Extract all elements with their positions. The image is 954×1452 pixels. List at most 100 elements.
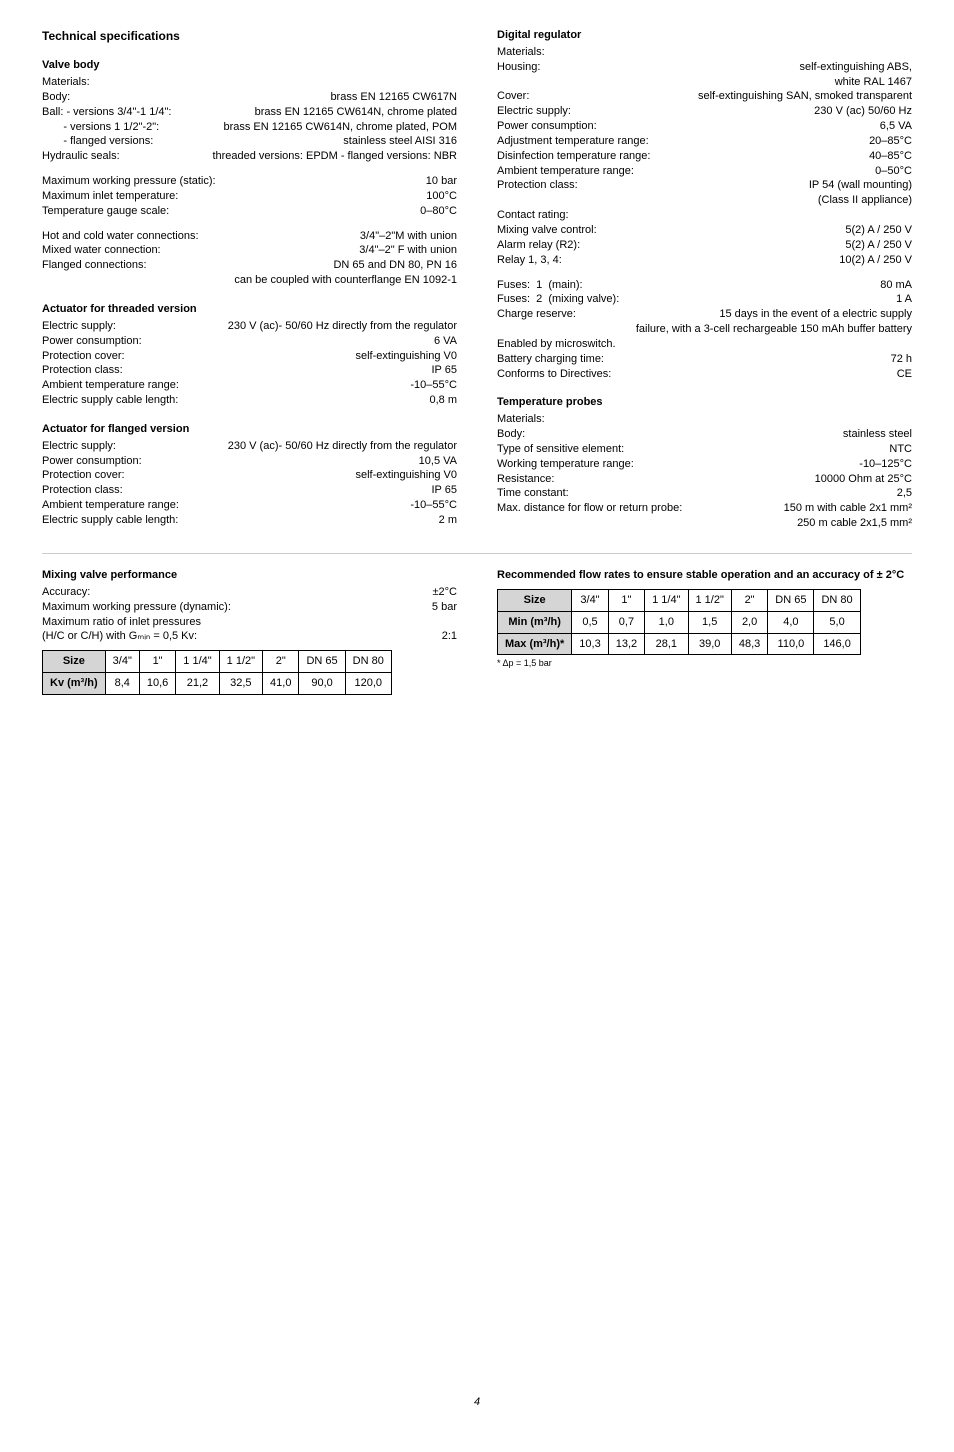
materials-label: Materials:: [42, 75, 457, 90]
row-af-es: Electric supply: 230 V (ac)- 50/60 Hz di…: [42, 439, 457, 454]
v: 10(2) A / 250 V: [839, 253, 912, 268]
v: 2,5: [897, 486, 912, 501]
v: 230 V (ac) 50/60 Hz: [814, 104, 912, 119]
table-header: Size: [498, 589, 572, 611]
k: Type of sensitive element:: [497, 442, 624, 457]
v: 0–80°C: [420, 204, 457, 219]
k: - flanged versions:: [42, 134, 153, 149]
table-cell: 1,0: [645, 611, 688, 633]
table-row: Size 3/4" 1" 1 1/4" 1 1/2" 2" DN 65 DN 8…: [43, 651, 392, 673]
table-cell: 1 1/4": [176, 651, 219, 673]
k: Hot and cold water connections:: [42, 229, 199, 244]
v: IP 65: [432, 483, 458, 498]
bottom-two-columns: Mixing valve performance Accuracy: ±2°C …: [42, 553, 912, 695]
table-cell: 0,5: [572, 611, 608, 633]
materials-label: Materials:: [497, 45, 912, 60]
table-row: Max (m³/h)* 10,3 13,2 28,1 39,0 48,3 110…: [498, 633, 861, 655]
k: Max. distance for flow or return probe:: [497, 501, 682, 516]
table-cell: 90,0: [299, 673, 345, 695]
k: Fuses: 2 (mixing valve):: [497, 292, 619, 307]
k: Protection class:: [42, 483, 123, 498]
v: 5(2) A / 250 V: [845, 238, 912, 253]
k: Relay 1, 3, 4:: [497, 253, 562, 268]
k: Accuracy:: [42, 585, 90, 600]
table-cell: 2": [731, 589, 767, 611]
row-af-atr: Ambient temperature range: -10–55°C: [42, 498, 457, 513]
k: Adjustment temperature range:: [497, 134, 649, 149]
k: Resistance:: [497, 472, 554, 487]
page-number: 4: [42, 1395, 912, 1410]
row-af-pcl: Protection class: IP 65: [42, 483, 457, 498]
right-column-bottom: Recommended flow rates to ensure stable …: [497, 568, 912, 695]
row-ar: Alarm relay (R2): 5(2) A / 250 V: [497, 238, 912, 253]
row-mwc: Mixed water connection: 3/4"–2" F with u…: [42, 243, 457, 258]
table-cell: DN 65: [299, 651, 345, 673]
v: 10000 Ohm at 25°C: [815, 472, 912, 487]
v: 10,5 VA: [419, 454, 457, 469]
k: Flanged connections:: [42, 258, 147, 273]
row-d-dtr: Disinfection temperature range: 40–85°C: [497, 149, 912, 164]
top-two-columns: Technical specifications Valve body Mate…: [42, 28, 912, 531]
table-cell: 1 1/2": [219, 651, 262, 673]
kv-table: Size 3/4" 1" 1 1/4" 1 1/2" 2" DN 65 DN 8…: [42, 650, 392, 695]
table-cell: 10,3: [572, 633, 608, 655]
row-p-res: Resistance: 10000 Ohm at 25°C: [497, 472, 912, 487]
table-cell: 5,0: [814, 611, 860, 633]
table-cell: 8,4: [105, 673, 139, 695]
k: Maximum inlet temperature:: [42, 189, 178, 204]
v: 5 bar: [432, 600, 457, 615]
v: brass EN 12165 CW617N: [330, 90, 457, 105]
row-at-atr: Ambient temperature range: -10–55°C: [42, 378, 457, 393]
act-threaded-heading: Actuator for threaded version: [42, 302, 457, 317]
row-hcwc: Hot and cold water connections: 3/4"–2"M…: [42, 229, 457, 244]
technical-specs-heading: Technical specifications: [42, 28, 457, 44]
k: Maximum working pressure (dynamic):: [42, 600, 231, 615]
row-flanged: - flanged versions: stainless steel AISI…: [42, 134, 457, 149]
row-d-amtr: Ambient temperature range: 0–50°C: [497, 164, 912, 179]
row-housing2: white RAL 1467: [497, 75, 912, 90]
table-row: Min (m³/h) 0,5 0,7 1,0 1,5 2,0 4,0 5,0: [498, 611, 861, 633]
row-at-escl: Electric supply cable length: 0,8 m: [42, 393, 457, 408]
v: 10 bar: [426, 174, 457, 189]
row-at-pc: Power consumption: 6 VA: [42, 334, 457, 349]
flow-footnote: * Δp = 1,5 bar: [497, 657, 912, 669]
v: self-extinguishing SAN, smoked transpare…: [698, 89, 912, 104]
row-m-mr2: (H/C or C/H) with Gₘᵢₙ = 0,5 Kv: 2:1: [42, 629, 457, 644]
row-fc: Flanged connections: DN 65 and DN 80, PN…: [42, 258, 457, 273]
table-cell: 2,0: [731, 611, 767, 633]
row-p-md2: 250 m cable 2x1,5 mm²: [497, 516, 912, 531]
k: Working temperature range:: [497, 457, 634, 472]
v: IP 54 (wall mounting): [809, 178, 912, 193]
table-cell: 32,5: [219, 673, 262, 695]
table-row-label: Min (m³/h): [498, 611, 572, 633]
table-cell: 0,7: [608, 611, 644, 633]
row-at-es: Electric supply: 230 V (ac)- 50/60 Hz di…: [42, 319, 457, 334]
table-cell: 120,0: [345, 673, 391, 695]
row-r134: Relay 1, 3, 4: 10(2) A / 250 V: [497, 253, 912, 268]
v: 230 V (ac)- 50/60 Hz directly from the r…: [228, 319, 457, 334]
k: (H/C or C/H) with Gₘᵢₙ = 0,5 Kv:: [42, 629, 197, 644]
row-p-body: Body: stainless steel: [497, 427, 912, 442]
v: 2 m: [439, 513, 457, 528]
k: Ambient temperature range:: [497, 164, 634, 179]
row-d-pc: Power consumption: 6,5 VA: [497, 119, 912, 134]
row-d-es: Electric supply: 230 V (ac) 50/60 Hz: [497, 104, 912, 119]
enabled-microswitch: Enabled by microswitch.: [497, 337, 912, 352]
row-mit: Maximum inlet temperature: 100°C: [42, 189, 457, 204]
k: Protection cover:: [42, 468, 125, 483]
v: 0–50°C: [875, 164, 912, 179]
k: Ambient temperature range:: [42, 378, 179, 393]
v: NTC: [889, 442, 912, 457]
row-seals: Hydraulic seals: threaded versions: EPDM…: [42, 149, 457, 164]
v: self-extinguishing V0: [355, 349, 457, 364]
row-d-pcl: Protection class: IP 54 (wall mounting): [497, 178, 912, 193]
row-af-escl: Electric supply cable length: 2 m: [42, 513, 457, 528]
contact-rating-label: Contact rating:: [497, 208, 912, 223]
v: 2:1: [442, 629, 457, 644]
table-cell: 41,0: [263, 673, 299, 695]
row-at-pcov: Protection cover: self-extinguishing V0: [42, 349, 457, 364]
row-f2: Fuses: 2 (mixing valve): 1 A: [497, 292, 912, 307]
k: Electric supply:: [497, 104, 571, 119]
v: self-extinguishing ABS,: [799, 60, 912, 75]
v: stainless steel AISI 316: [343, 134, 457, 149]
